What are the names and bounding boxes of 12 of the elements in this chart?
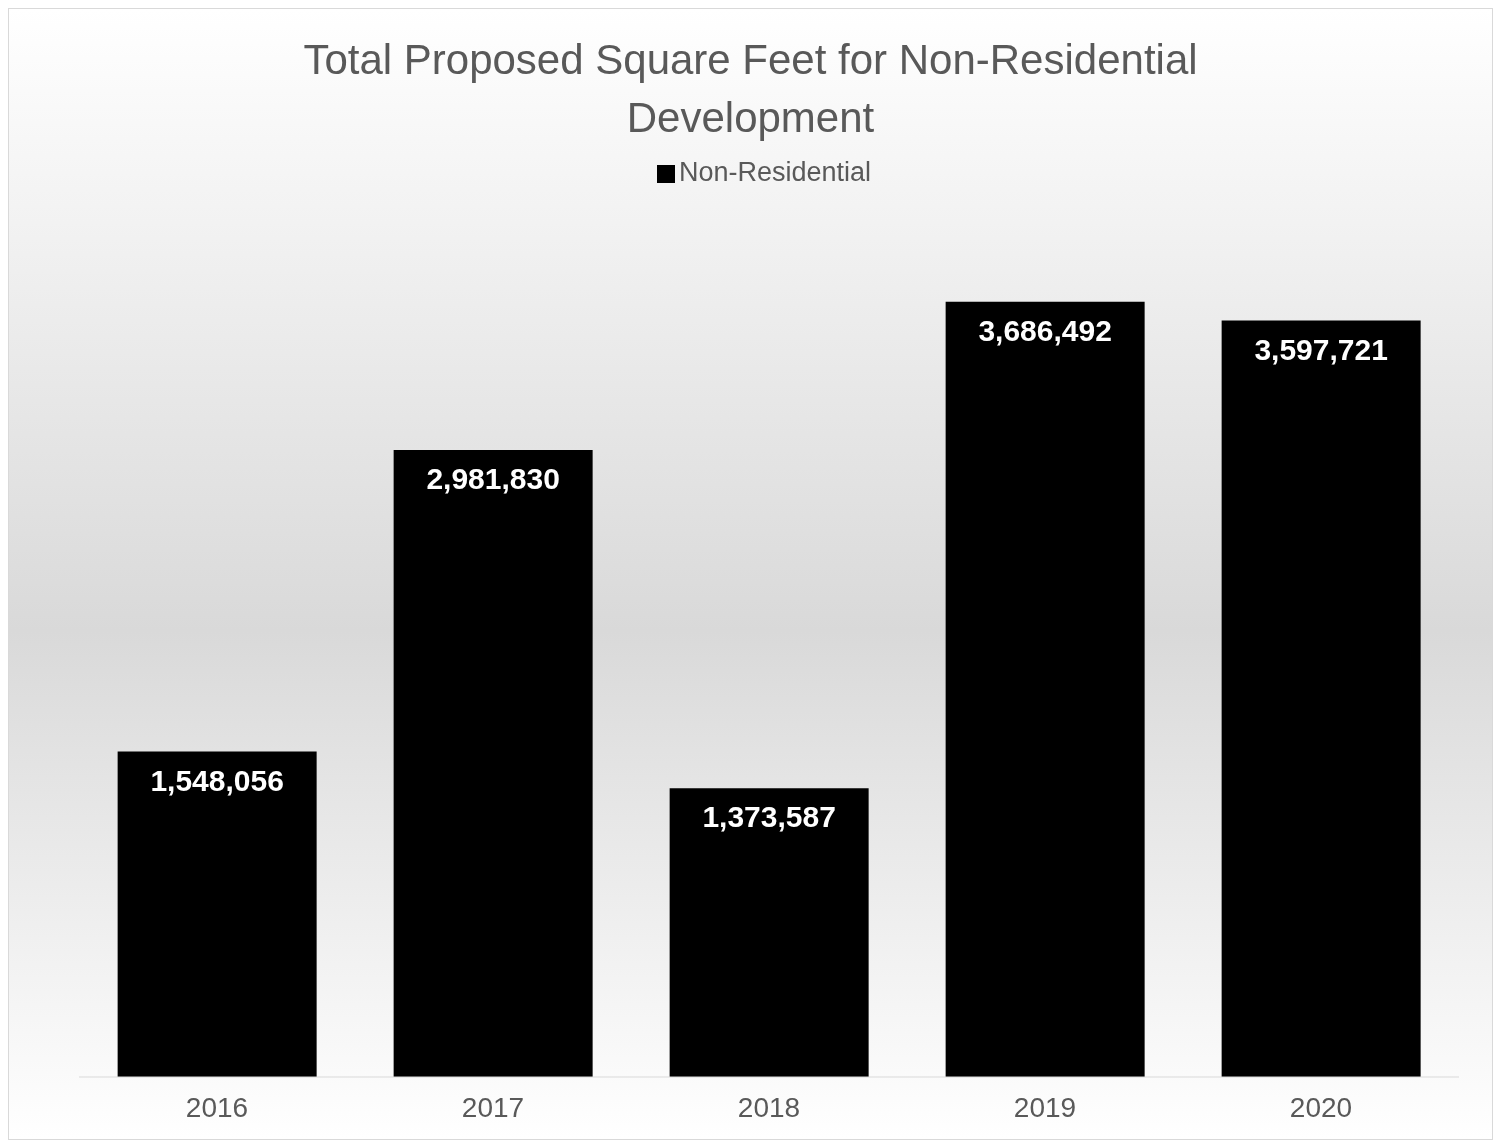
data-label: 1,548,056 — [150, 763, 284, 797]
x-tick-label: 2016 — [185, 1091, 249, 1123]
data-label: 2,981,830 — [426, 462, 560, 496]
x-tick-label: 2020 — [1289, 1091, 1353, 1123]
legend-label: Non-Residential — [678, 157, 872, 187]
chart-title: Total Proposed Square Feet for Non-Residential Development — [302, 35, 1199, 143]
data-label: 3,597,721 — [1254, 332, 1388, 366]
x-tick-label: 2019 — [1013, 1091, 1077, 1123]
data-label: 1,373,587 — [702, 800, 836, 834]
x-tick-label: 2018 — [737, 1091, 801, 1123]
x-tick-label: 2017 — [461, 1091, 525, 1123]
data-label: 3,686,492 — [978, 314, 1112, 348]
